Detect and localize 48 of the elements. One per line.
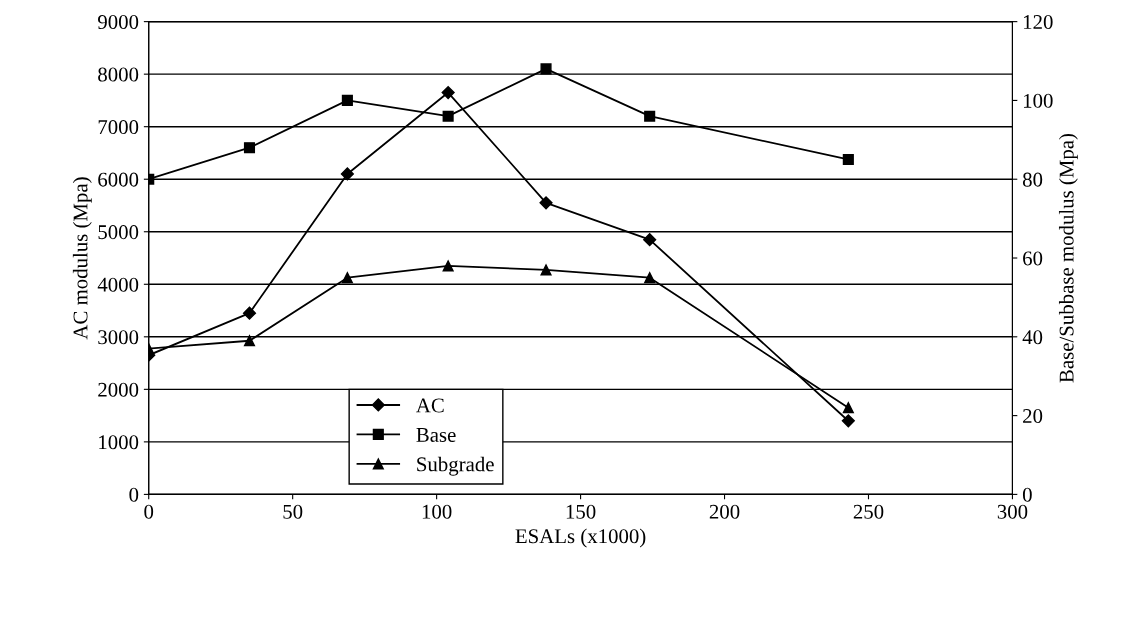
x-axis-title: ESALs (x1000) bbox=[515, 528, 646, 548]
y-tick-label: 6000 bbox=[98, 172, 139, 187]
y-tick-label: 5000 bbox=[98, 225, 139, 240]
point bbox=[441, 85, 455, 100]
point bbox=[841, 414, 855, 428]
point bbox=[540, 264, 552, 276]
point bbox=[540, 63, 552, 75]
y-tick-label: 8000 bbox=[98, 67, 139, 82]
y-axis-title: AC modulus (Mpa) bbox=[72, 177, 92, 340]
y-tick-label: 0 bbox=[129, 487, 139, 502]
y2-tick-label: 0 bbox=[1022, 487, 1032, 502]
y2-tick-label: 120 bbox=[1023, 15, 1053, 30]
point bbox=[340, 167, 354, 181]
point bbox=[644, 272, 656, 284]
point bbox=[842, 153, 854, 166]
point bbox=[243, 142, 256, 154]
x-tick-label: 250 bbox=[853, 504, 884, 519]
y2-tick-label: 80 bbox=[1022, 172, 1043, 187]
x-tick-label: 0 bbox=[144, 504, 154, 519]
point bbox=[644, 110, 656, 122]
x-tick-label: 150 bbox=[566, 504, 596, 519]
point bbox=[341, 272, 353, 284]
y-tick-label: 4000 bbox=[97, 277, 139, 292]
y-tick-label: 1000 bbox=[99, 435, 139, 450]
point bbox=[242, 306, 257, 320]
y2-tick-label: 40 bbox=[1022, 330, 1043, 345]
x-tick-label: 300 bbox=[997, 504, 1028, 519]
y2-tick-label: 60 bbox=[1023, 251, 1043, 266]
y2-tick-label: 100 bbox=[1023, 93, 1053, 108]
y-tick-label: 2000 bbox=[98, 382, 139, 397]
point bbox=[442, 260, 454, 272]
y-tick-label: 9000 bbox=[98, 15, 139, 30]
y2-axis-title: Base/Subbase modulus (Mpa) bbox=[1058, 133, 1078, 383]
point bbox=[643, 233, 657, 247]
point bbox=[341, 94, 353, 106]
point bbox=[842, 402, 854, 414]
legend-label: Subgrade bbox=[417, 456, 494, 476]
point bbox=[539, 196, 553, 210]
x-tick-label: 50 bbox=[283, 504, 303, 519]
y2-tick-label: 20 bbox=[1023, 408, 1043, 424]
point bbox=[442, 110, 454, 122]
y-tick-label: 3000 bbox=[98, 330, 139, 345]
legend-label: Base bbox=[416, 428, 456, 442]
x-tick-label: 100 bbox=[422, 504, 452, 519]
legend-label: AC bbox=[416, 398, 444, 413]
x-tick-label: 200 bbox=[709, 504, 740, 519]
point bbox=[243, 335, 256, 347]
y-tick-label: 7000 bbox=[98, 120, 139, 135]
